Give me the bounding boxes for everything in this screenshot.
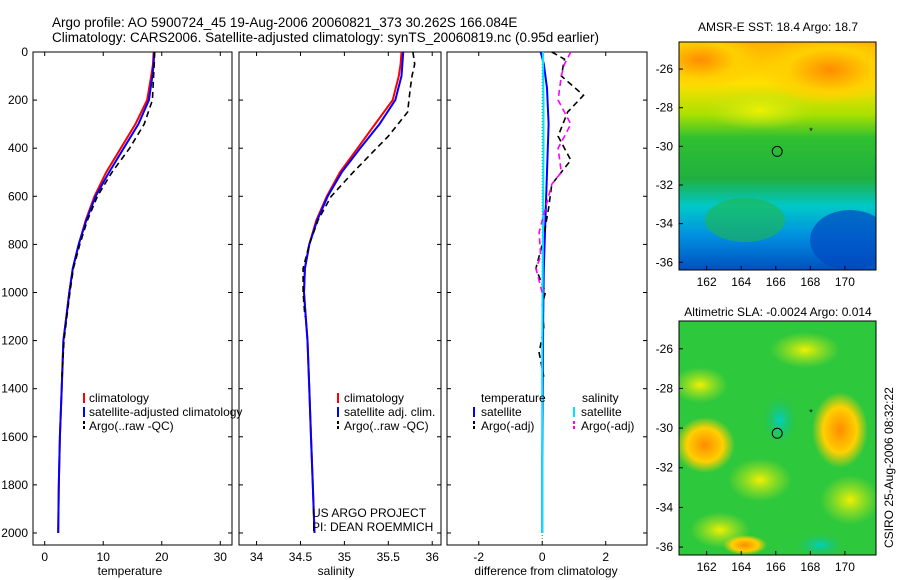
temperature-plot-frame [32,51,233,546]
difference-xlabel: difference from climatology [474,564,617,578]
legend-title-temperature: temperature [481,391,546,405]
map-x-tick-label: 168 [800,560,820,574]
header-line1: Argo profile: AO 5900724_45 19-Aug-2006 … [52,15,517,30]
map-y-tick-label: -32 [656,178,674,192]
legend-label-sal-argo: Argo(-adj) [581,419,634,433]
depth-tick-label: 1800 [1,478,28,492]
map-x-tick-label: 162 [697,275,717,289]
x-tick-label: 35 [338,550,352,564]
series-line-difference-3 [535,51,572,293]
x-tick-label: 10 [97,550,111,564]
x-tick-label: 2 [602,550,609,564]
depth-tick-label: 600 [8,189,28,203]
sla-map: Altimetric SLA: -0.0024 Argo: 0.014 162 1… [656,305,877,574]
map-x-tick-label: 170 [835,560,855,574]
difference-legend: temperature satellite Argo(-adj) salinit… [473,391,634,433]
map-y-tick-label: -32 [656,461,674,475]
sla-float-marker [771,427,783,439]
depth-tick-label: 800 [8,237,28,251]
series-line-temperature-2 [61,51,156,377]
temperature-xlabel: temperature [98,564,163,578]
temperature-profile-plot: 0 10 20 30 [32,51,233,564]
map-y-tick-label: -26 [656,62,674,76]
sla-map-title: Altimetric SLA: -0.0024 Argo: 0.014 [684,305,872,319]
x-tick-label: 20 [155,550,169,564]
difference-plot-frame [446,51,648,546]
legend-label-satellite: satellite-adjusted climatology [89,405,242,419]
depth-tick-label: 1600 [1,430,28,444]
map-x-tick-label: 164 [731,275,751,289]
salinity-plot-frame [238,51,442,546]
legend-label-climatology: climatology [344,391,404,405]
legend-label-temp-argo: Argo(-adj) [481,419,534,433]
map-y-tick-label: -34 [656,217,674,231]
sst-map: AMSR-E SST: 18.4 Argo: 18.7 162 164 166 168… [656,20,877,289]
depth-tick-label: 400 [8,141,28,155]
map-x-tick-label: 164 [731,560,751,574]
x-tick-label: 35.5 [377,550,401,564]
depth-axis: 0 200 400 600 800 1000 1200 1400 1600 1800 2000 [1,45,28,540]
difference-profile-plot: -2 0 2 [446,51,648,564]
temperature-legend: climatology satellite-adjusted climatolo… [83,391,242,433]
map-y-tick-label: -34 [656,500,674,514]
salinity-legend: climatology satellite adj. clim. Argo(..… [337,391,435,433]
map-x-tick-label: 168 [800,275,820,289]
map-x-tick-label: 170 [835,275,855,289]
legend-label-temp-satellite: satellite [481,405,522,419]
sst-map-title: AMSR-E SST: 18.4 Argo: 18.7 [698,20,858,34]
map-y-tick-label: -30 [656,421,674,435]
x-tick-label: 0 [539,550,546,564]
legend-title-salinity: salinity [582,391,619,405]
x-tick-label: 36 [426,550,440,564]
csiro-timestamp: CSIRO 25-Aug-2006 08:32:22 [882,387,896,548]
depth-tick-label: 2000 [1,526,28,540]
map-y-tick-label: -36 [656,540,674,554]
x-tick-label: -2 [473,550,484,564]
sst-argo-star: * [809,126,813,136]
sla-argo-star: * [809,407,813,417]
depth-tick-label: 1000 [1,285,28,299]
legend-label-argo: Argo(..raw -QC) [344,419,429,433]
series-line-salinity-1 [302,51,405,534]
sst-heatmap [679,42,876,270]
map-y-tick-label: -26 [656,342,674,356]
x-tick-label: 0 [41,550,48,564]
depth-tick-label: 200 [8,93,28,107]
map-y-tick-label: -28 [656,381,674,395]
sst-float-marker [771,145,783,157]
series-line-salinity-0 [302,51,403,534]
map-y-tick-label: -30 [656,139,674,153]
map-x-tick-label: 166 [766,560,786,574]
salinity-xlabel: salinity [318,564,355,578]
legend-label-climatology: climatology [89,391,149,405]
project-credit: US ARGO PROJECT [312,506,427,520]
depth-tick-label: 1400 [1,382,28,396]
salinity-profile-plot: 34 34.5 35 35.5 36 [238,51,442,564]
header-line2: Climatology: CARS2006. Satellite-adjuste… [52,30,599,45]
depth-tick-label: 0 [21,45,28,59]
map-x-tick-label: 166 [766,275,786,289]
map-y-tick-label: -28 [656,101,674,115]
series-line-salinity-2 [302,51,416,317]
sla-heatmap [679,321,876,555]
x-tick-label: 34.5 [289,550,313,564]
pi-credit: PI: DEAN ROEMMICH [312,520,433,534]
depth-tick-label: 1200 [1,334,28,348]
legend-label-satellite: satellite adj. clim. [344,405,435,419]
x-tick-label: 30 [214,550,228,564]
map-y-tick-label: -36 [656,255,674,269]
legend-label-argo: Argo(..raw -QC) [89,419,174,433]
x-tick-label: 34 [250,550,264,564]
legend-label-sal-satellite: satellite [581,405,622,419]
series-line-temperature-1 [57,51,156,534]
map-x-tick-label: 162 [697,560,717,574]
